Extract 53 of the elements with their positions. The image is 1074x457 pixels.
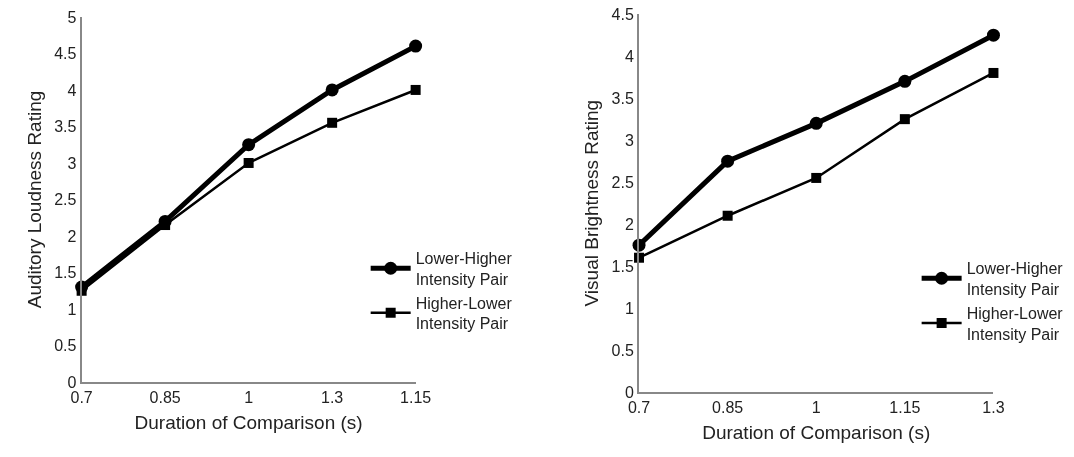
point	[410, 84, 421, 95]
y-tick-label: 1	[624, 299, 634, 317]
x-tick-label: 0.85	[712, 399, 744, 417]
y-tick-label: 0	[67, 373, 77, 391]
point	[721, 154, 735, 168]
y-axis-title: Auditory Loudness Rating	[23, 90, 45, 309]
x-tick-label: 0.85	[149, 389, 181, 407]
y-tick-label: 3.5	[611, 89, 634, 107]
y-axis-title: Visual Brightness Rating	[580, 99, 602, 307]
point	[409, 39, 423, 53]
point	[986, 28, 1000, 42]
x-tick-label: 1.3	[982, 399, 1005, 417]
y-tick-label: 0.5	[611, 341, 634, 359]
x-tick-label: 0.7	[70, 389, 93, 407]
point	[811, 172, 822, 183]
legend-label: Lower-Higher Intensity Pair	[415, 250, 513, 288]
x-tick-label: 1.3	[321, 389, 344, 407]
y-tick-label: 3	[67, 154, 77, 172]
point	[899, 114, 910, 125]
point	[898, 74, 912, 88]
y-tick-label: 2	[67, 227, 77, 245]
point	[242, 138, 256, 152]
x-tick-label: 0.7	[627, 399, 651, 417]
point	[809, 116, 823, 130]
y-tick-label: 4.5	[611, 5, 634, 23]
x-axis-title: Duration of Comparison (s)	[702, 421, 931, 443]
y-tick-label: 0	[624, 383, 634, 401]
x-tick-label: 1.15	[889, 399, 921, 417]
x-tick-label: 1	[244, 389, 254, 407]
x-tick-label: 1.15	[400, 389, 432, 407]
y-tick-label: 3	[624, 131, 634, 149]
y-tick-label: 2.5	[611, 173, 634, 191]
y-tick-label: 1	[67, 300, 77, 318]
y-tick-label: 1.5	[54, 264, 77, 282]
y-tick-label: 3.5	[54, 118, 77, 136]
y-tick-label: 1.5	[611, 257, 634, 275]
point	[243, 157, 254, 168]
y-tick-label: 5	[67, 8, 77, 26]
point	[722, 210, 733, 221]
y-tick-label: 2.5	[54, 191, 77, 209]
x-axis-title: Duration of Comparison (s)	[134, 411, 363, 433]
point	[325, 83, 339, 97]
legend-label: Higher-Lower Intensity Pair	[966, 304, 1064, 343]
y-tick-label: 0.5	[54, 337, 77, 355]
y-tick-label: 2	[624, 215, 634, 233]
legend-label: Lower-Higher Intensity Pair	[966, 260, 1064, 298]
y-tick-label: 4.5	[54, 45, 77, 63]
point	[327, 117, 338, 128]
y-tick-label: 4	[67, 81, 77, 99]
y-tick-label: 4	[624, 47, 634, 65]
x-tick-label: 1	[811, 399, 821, 417]
legend-label: Higher-Lower Intensity Pair	[415, 294, 513, 333]
point	[988, 67, 999, 78]
